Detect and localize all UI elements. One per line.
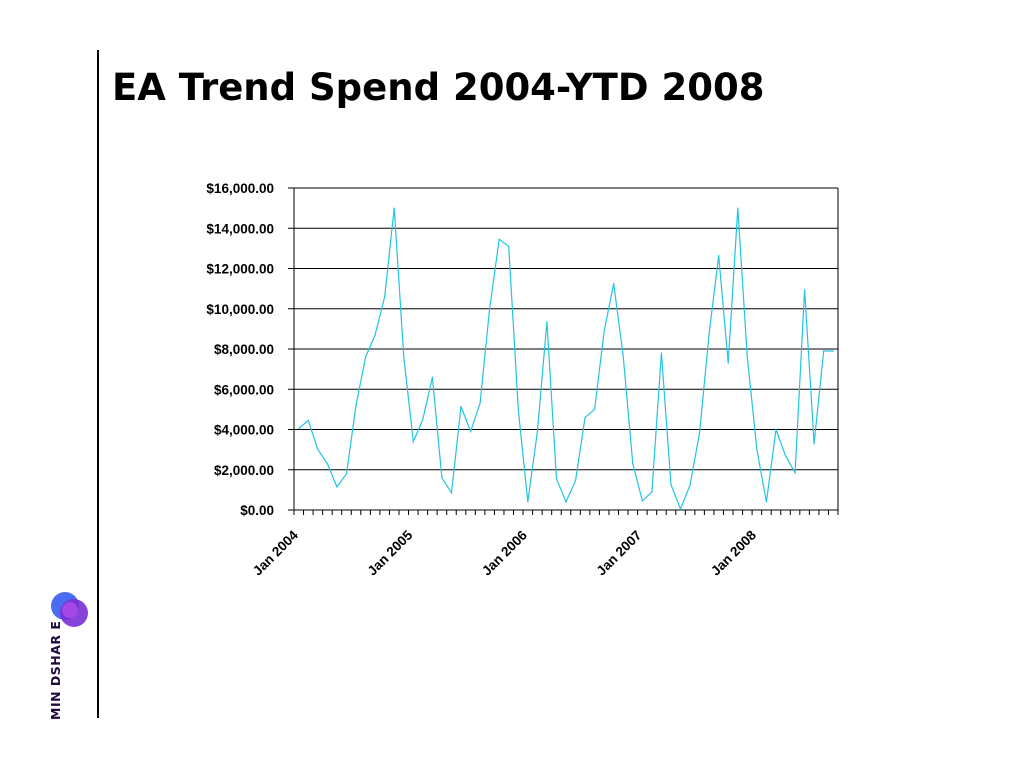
data-point [574, 480, 577, 482]
y-tick-label: $10,000.00 [206, 302, 274, 317]
series-line [298, 208, 834, 511]
data-point [775, 428, 777, 431]
slide-title: EA Trend Spend 2004-YTD 2008 [112, 66, 765, 109]
y-tick-label: $16,000.00 [206, 181, 274, 196]
data-point [651, 491, 653, 493]
data-point [794, 472, 796, 474]
brand-logo: MIN DSHAR E [46, 588, 96, 728]
data-point [546, 321, 548, 323]
data-point [460, 405, 462, 407]
data-point [431, 376, 433, 378]
y-tick-label: $12,000.00 [206, 262, 274, 277]
y-tick-label: $2,000.00 [214, 463, 274, 478]
data-point [307, 419, 309, 422]
data-point [403, 356, 405, 358]
data-point [336, 486, 338, 488]
data-point [708, 332, 710, 334]
x-tick-label: Jan 2005 [364, 527, 415, 578]
data-point [584, 416, 586, 419]
data-point [679, 508, 682, 510]
data-point [565, 501, 567, 503]
data-point [298, 427, 300, 430]
data-point [355, 404, 357, 406]
brand-logo-text: MIN DSHAR E [48, 620, 63, 720]
data-point [555, 478, 558, 480]
data-point [450, 492, 453, 494]
data-point [422, 418, 424, 421]
data-point [832, 350, 834, 352]
data-point [364, 356, 367, 358]
data-point [517, 408, 519, 410]
y-tick-label: $4,000.00 [214, 423, 274, 438]
data-point [756, 449, 758, 451]
x-tick-label: Jan 2008 [708, 527, 759, 578]
data-point [374, 334, 376, 336]
data-point [384, 296, 386, 298]
data-point [508, 245, 510, 247]
data-point [632, 463, 634, 465]
data-point [718, 254, 720, 257]
data-point [594, 408, 596, 410]
data-point [737, 207, 739, 209]
brand-logo-icon [51, 592, 88, 627]
data-point [660, 352, 663, 354]
y-tick-label: $6,000.00 [214, 382, 274, 397]
data-point [469, 430, 472, 433]
data-point [746, 356, 748, 358]
data-point [536, 430, 538, 433]
data-point [641, 500, 643, 502]
data-point [441, 477, 443, 479]
data-point [412, 440, 414, 443]
data-point [345, 473, 348, 475]
data-point [689, 484, 691, 486]
data-point [803, 289, 806, 291]
data-point [393, 207, 395, 209]
vertical-divider [97, 50, 99, 718]
data-point [603, 330, 605, 332]
data-point [527, 501, 529, 503]
y-tick-label: $8,000.00 [214, 342, 274, 357]
data-point [489, 308, 491, 310]
x-tick-label: Jan 2006 [479, 527, 530, 578]
data-point [613, 282, 615, 285]
data-point [813, 442, 815, 445]
data-point [479, 402, 481, 404]
y-tick-label: $14,000.00 [206, 221, 274, 236]
data-point [727, 362, 729, 364]
data-point [670, 484, 672, 486]
x-tick-label: Jan 2007 [594, 528, 645, 579]
data-point [699, 431, 701, 434]
data-point [317, 449, 319, 451]
data-point [622, 356, 624, 358]
data-point [765, 501, 768, 503]
data-point [784, 455, 787, 457]
data-point [823, 350, 825, 352]
data-point [498, 238, 500, 240]
x-tick-label: Jan 2004 [250, 527, 301, 578]
data-point [326, 463, 329, 465]
y-tick-label: $0.00 [240, 503, 274, 518]
